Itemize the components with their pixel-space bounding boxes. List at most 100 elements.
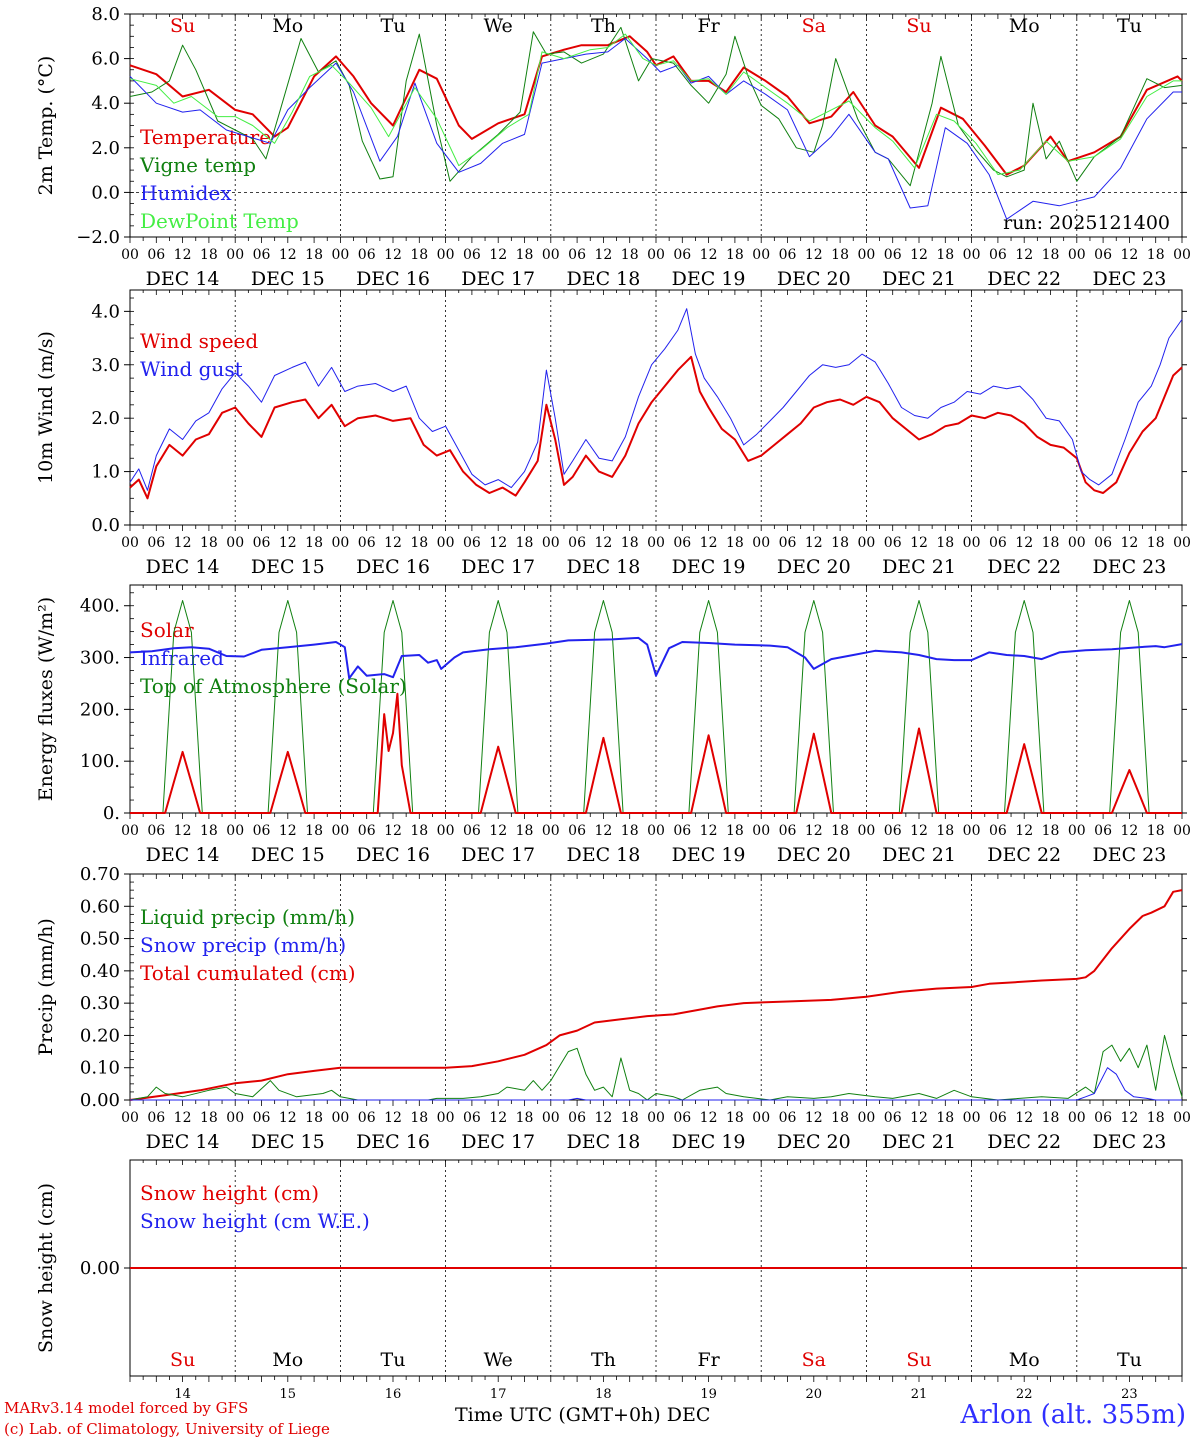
hour-label: 06 [147,823,165,839]
hour-label: 00 [121,535,139,551]
hour-label: 00 [647,535,665,551]
series-line-vigne-temp [129,26,1183,187]
hour-label: 18 [305,247,323,263]
y-axis-title: 2m Temp. (°C) [35,56,57,196]
hour-label: 18 [410,535,428,551]
date-label: DEC 22 [987,556,1061,578]
day-number: 14 [174,1387,191,1402]
date-label: DEC 17 [461,556,535,578]
model-credit: MARv3.14 model forced by GFS [4,1399,249,1417]
date-label: DEC 19 [672,268,746,290]
hour-label: 06 [884,247,902,263]
date-label: DEC 18 [566,556,640,578]
day-number: 23 [1121,1387,1138,1402]
hour-label: 06 [989,535,1007,551]
hour-label: 12 [594,1110,612,1126]
hour-label: 12 [1015,247,1033,263]
date-label: DEC 16 [356,844,430,866]
hour-label: 00 [226,1110,244,1126]
hour-label: 12 [700,535,718,551]
hour-label: 18 [831,535,849,551]
y-tick-label: 300. [80,648,120,669]
y-axis-title: Precip (mm/h) [35,918,57,1056]
y-tick-label: 0.40 [80,961,120,982]
hour-label: 00 [752,823,770,839]
date-label: DEC 20 [777,844,851,866]
hour-label: 18 [621,535,639,551]
series-line-dewpoint-temp [129,33,1182,176]
y-tick-label: 0.10 [80,1058,120,1079]
hour-label: 18 [831,1110,849,1126]
y-axis-title: 10m Wind (m/s) [35,331,57,484]
date-label: DEC 17 [461,844,535,866]
hour-label: 18 [726,247,744,263]
date-label: DEC 17 [461,268,535,290]
hour-label: 06 [884,1110,902,1126]
day-number: 16 [385,1387,402,1402]
hour-label: 00 [857,823,875,839]
day-number: 19 [700,1387,717,1402]
hour-label: 12 [279,1110,297,1126]
series-line-liquid-precip-mm-h- [129,1034,1183,1101]
time-axis-label: Time UTC (GMT+0h) DEC [455,1404,710,1426]
hour-label: 00 [226,535,244,551]
y-axis-title: Energy fluxes (W/m²) [35,597,57,801]
date-label: DEC 20 [777,1131,851,1153]
hour-label: 00 [542,535,560,551]
weekday-label: We [484,1349,513,1371]
weekday-label: We [484,15,513,37]
y-tick-label: 8.0 [91,4,120,25]
hour-label: 00 [437,247,455,263]
hour-label: 12 [279,535,297,551]
y-tick-label: 2.0 [91,408,120,429]
hour-label: 18 [1147,535,1165,551]
hour-label: 18 [831,823,849,839]
hour-label: 18 [305,823,323,839]
hour-label: 00 [1173,1110,1191,1126]
hour-label: 00 [1173,247,1191,263]
y-tick-label: 0.30 [80,993,120,1014]
hour-label: 06 [1094,535,1112,551]
series-line-infrared [129,636,1183,680]
date-label: DEC 18 [566,844,640,866]
hour-label: 06 [253,1110,271,1126]
panel-energy: 0. 100. 200. 300. 400. Energy fluxes (W/m²) 00… [35,584,1191,866]
hour-label: 06 [358,535,376,551]
hour-label: 12 [489,823,507,839]
date-label: DEC 20 [777,556,851,578]
hour-label: 18 [621,823,639,839]
hour-label: 12 [489,247,507,263]
hour-label: 12 [174,535,192,551]
weekday-label: Sa [802,15,826,37]
hour-label: 12 [805,535,823,551]
hour-label: 12 [594,823,612,839]
hour-label: 12 [384,247,402,263]
hour-label: 06 [253,823,271,839]
hour-label: 06 [779,1110,797,1126]
y-tick-label: 100. [80,751,120,772]
y-axis-title: Snow height (cm) [35,1183,57,1353]
hour-label: 06 [253,247,271,263]
legend-entry: Total cumulated (cm) [140,961,356,985]
legend-entry: Snow precip (mm/h) [140,933,346,957]
hour-label: 18 [936,535,954,551]
hour-label: 06 [463,535,481,551]
hour-label: 06 [358,823,376,839]
legend-entry: Humidex [140,181,232,205]
date-label: DEC 23 [1092,556,1166,578]
date-label: DEC 21 [882,556,956,578]
y-tick-label: 1.0 [91,462,120,483]
hour-label: 12 [279,247,297,263]
hour-label: 18 [305,535,323,551]
date-label: DEC 20 [777,268,851,290]
hour-label: 00 [121,247,139,263]
y-tick-label: 4.0 [91,301,120,322]
hour-label: 18 [200,535,218,551]
date-label: DEC 14 [146,556,220,578]
hour-label: 12 [910,535,928,551]
date-label: DEC 23 [1092,268,1166,290]
hour-label: 06 [253,535,271,551]
date-label: DEC 19 [672,844,746,866]
hour-label: 00 [752,247,770,263]
hour-label: 00 [752,535,770,551]
